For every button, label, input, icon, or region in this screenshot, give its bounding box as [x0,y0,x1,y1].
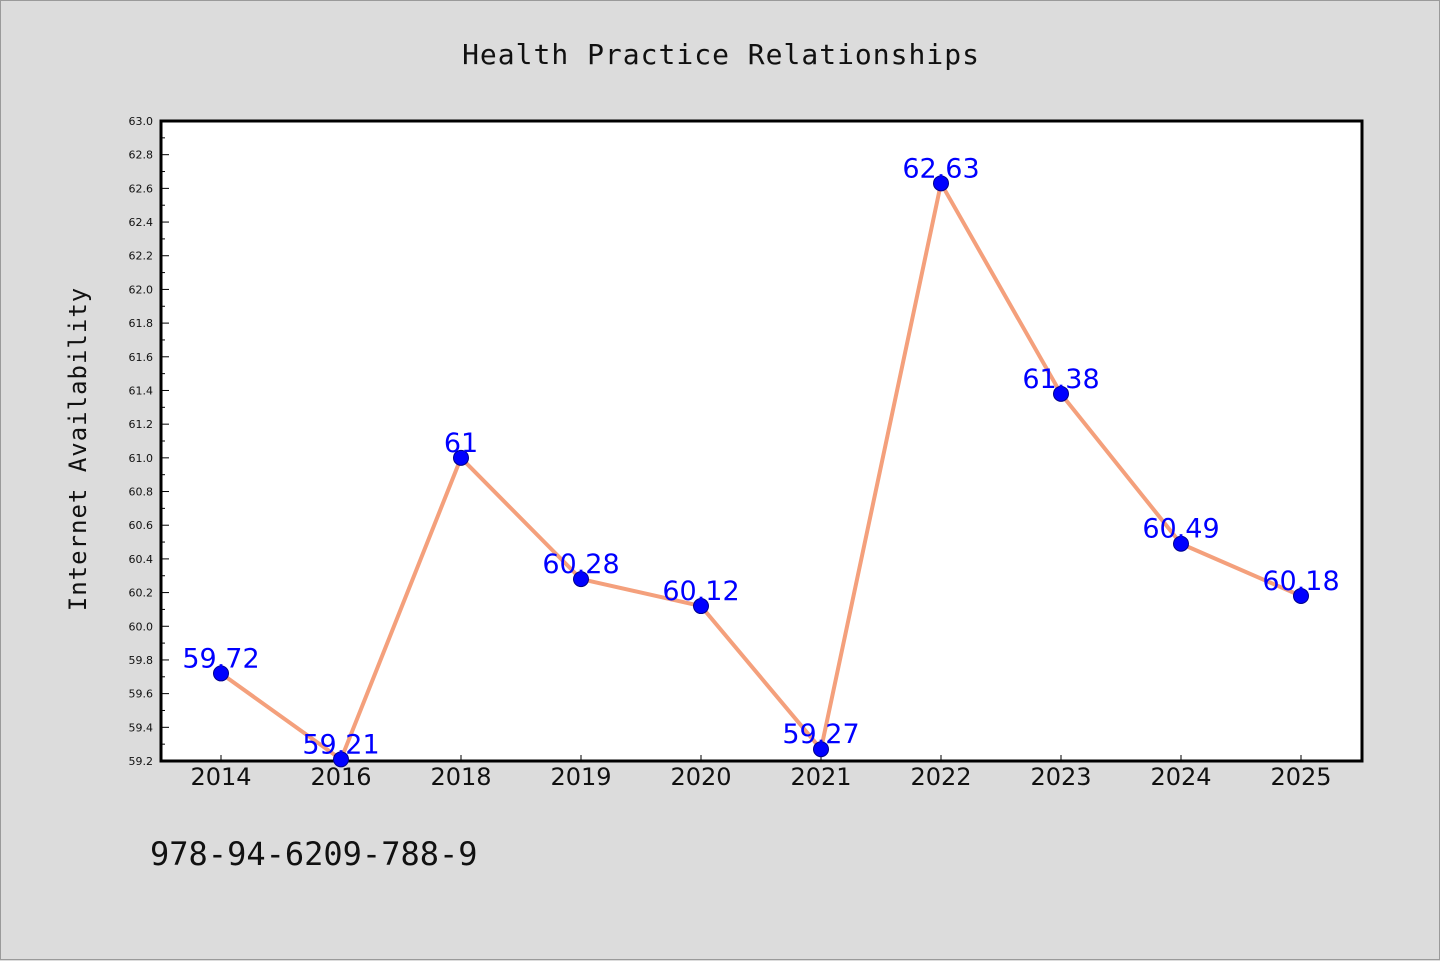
data-label: 61.38 [1022,364,1099,395]
data-point [573,571,589,588]
series-line [219,181,1303,762]
data-label: 60.49 [1142,514,1219,545]
x-tick-label: 2023 [1030,763,1091,791]
data-point [693,598,709,615]
y-tick-label: 61.2 [129,418,154,431]
y-tick-label: 59.8 [129,654,154,667]
isbn-text: 978-94-6209-788-9 [150,835,478,873]
y-tick-label: 60.8 [129,486,154,499]
y-tick-label: 60.6 [129,519,154,532]
y-tick-label: 61.6 [129,351,154,364]
chart-title: Health Practice Relationships [462,38,980,71]
x-tick-label: 2018 [430,763,491,791]
data-point [453,449,469,466]
plot-area [159,119,1364,763]
x-tick-label: 2021 [790,763,851,791]
y-tick-label: 59.2 [129,755,154,768]
x-tick-label: 2019 [550,763,611,791]
y-tick-label: 61.0 [129,452,154,465]
data-point [333,751,349,768]
x-tick-label: 2020 [670,763,731,791]
x-tick-label: 2014 [190,763,251,791]
data-point [933,175,949,192]
y-axis-label: Internet Availability [64,287,92,611]
data-series [213,175,1309,768]
data-labels: 59.72 59.21 61 60.28 60.12 59.27 62.63 61.38 60.… [182,153,1339,760]
data-point [1053,385,1069,402]
data-label: 60.28 [542,549,619,580]
y-tick-label: 60.4 [129,553,154,566]
x-tick-label: 2024 [1150,763,1211,791]
y-tick-label: 61.8 [129,317,154,330]
data-label: 59.21 [302,729,379,760]
y-tick-label: 63.0 [129,115,154,128]
y-tick-label: 62.0 [129,283,154,296]
x-tick-label: 2025 [1270,763,1331,791]
data-label: 60.18 [1262,566,1339,597]
y-tick-label: 62.4 [129,216,154,229]
data-label: 62.63 [902,153,979,184]
y-tick-label: 62.2 [129,250,154,263]
data-point [213,665,229,682]
y-tick-label: 59.6 [129,688,154,701]
data-label: 59.27 [782,719,859,750]
data-point [1293,587,1309,604]
y-tick-label: 61.4 [129,384,154,397]
data-label: 59.72 [182,643,259,674]
y-tick-label: 60.2 [129,587,154,600]
data-point [813,741,829,758]
data-label: 60.12 [662,576,739,607]
y-tick-label: 59.4 [129,721,154,734]
y-axis-ticks: 59.2 59.4 59.6 59.8 60.0 60.2 60.4 60.6 60.8 61.0… [129,115,169,768]
x-axis-ticks: 2014 2016 2018 2019 2020 2021 2022 2023 2024 2025 [190,755,1332,791]
y-tick-label: 62.6 [129,182,154,195]
y-tick-label: 62.8 [129,149,154,162]
data-point [1173,535,1189,552]
y-tick-label: 60.0 [129,620,154,633]
x-tick-label: 2022 [910,763,971,791]
x-tick-label: 2016 [310,763,371,791]
data-label: 61 [444,428,478,459]
